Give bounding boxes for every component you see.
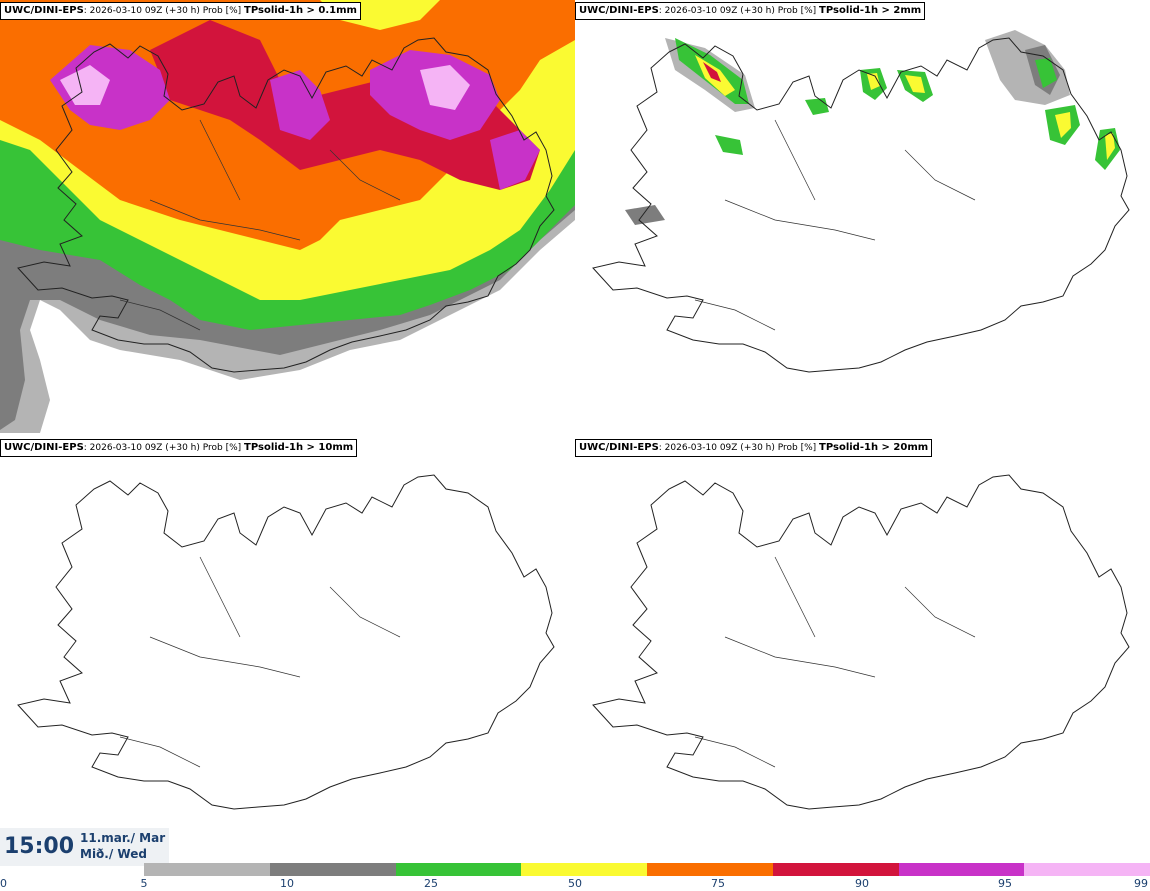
map-panel-10mm: UWC/DINI-EPS: 2026-03-10 09Z (+30 h) Pro… [0,437,575,870]
colorbar-tick-label: 10 [280,877,294,890]
colorbar-segment [647,863,774,876]
valid-date: 11.mar./ Mar [80,831,166,845]
map-panel-20mm: UWC/DINI-EPS: 2026-03-10 09Z (+30 h) Pro… [575,437,1150,870]
valid-weekday: Mið./ Wed [80,847,147,861]
valid-time-box: 15:00 11.mar./ Mar Mið./ Wed [0,828,169,866]
map-panel-0.1mm: UWC/DINI-EPS: 2026-03-10 09Z (+30 h) Pro… [0,0,575,433]
probability-map [592,30,1130,373]
panel-title: UWC/DINI-EPS: 2026-03-10 09Z (+30 h) Pro… [0,2,361,20]
panel-title: UWC/DINI-EPS: 2026-03-10 09Z (+30 h) Pro… [575,439,933,457]
colorbar-tick-label: 95 [998,877,1012,890]
probability-map [592,474,1130,810]
colorbar-segment [395,863,522,876]
colorbar-tick-label: 99 [1134,877,1148,890]
colorbar-tick-label: 0 [0,877,7,890]
probability-map [0,0,575,433]
valid-time: 15:00 [4,834,75,859]
panel-title: UWC/DINI-EPS: 2026-03-10 09Z (+30 h) Pro… [575,2,926,20]
colorbar-tick-label: 25 [424,877,438,890]
colorbar-segment [521,863,648,876]
colorbar-segment [269,863,396,876]
colorbar-segment [144,863,271,876]
colorbar-segment [772,863,899,876]
colorbar-segment [898,863,1025,876]
map-panel-2mm: UWC/DINI-EPS: 2026-03-10 09Z (+30 h) Pro… [575,0,1150,433]
colorbar-tick-label: 5 [140,877,148,890]
colorbar-tick-label: 50 [568,877,582,890]
panel-title: UWC/DINI-EPS: 2026-03-10 09Z (+30 h) Pro… [0,439,358,457]
probability-map [17,474,555,810]
colorbar [144,863,1150,876]
colorbar-tick-label: 75 [711,877,725,890]
colorbar-tick-label: 90 [855,877,869,890]
colorbar-segment [1024,863,1150,876]
